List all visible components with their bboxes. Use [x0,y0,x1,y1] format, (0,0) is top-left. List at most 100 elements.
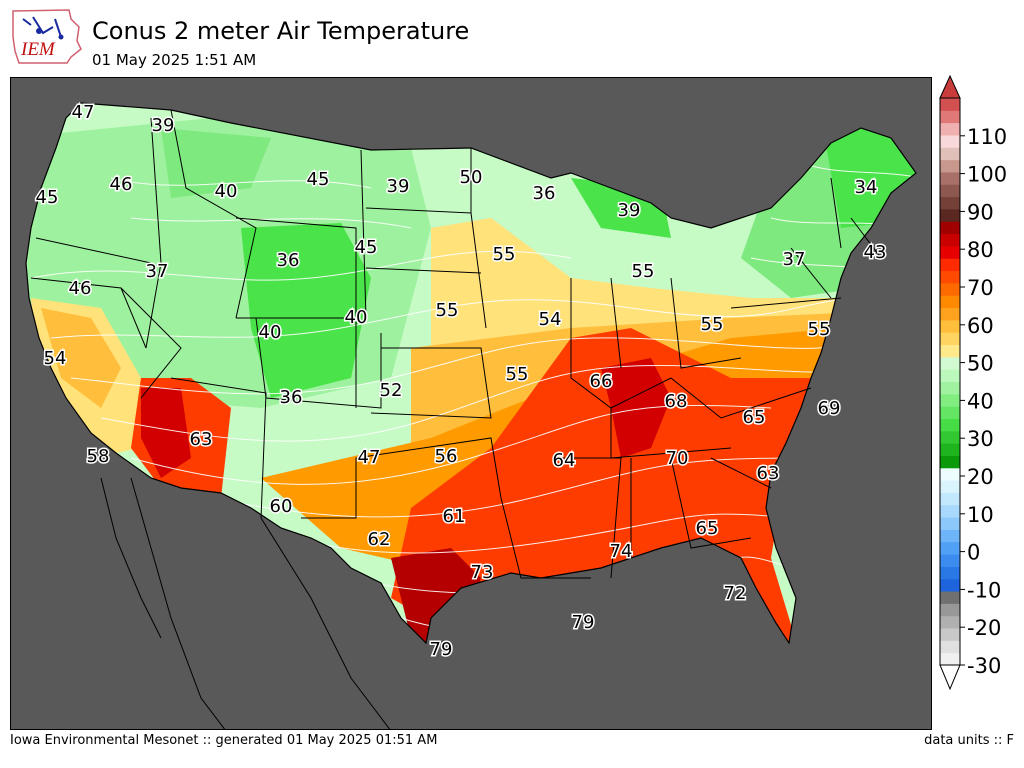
colorbar-band [940,184,960,198]
temperature-label: 79 [572,612,595,633]
footer-credit: Iowa Environmental Mesonet :: generated … [10,733,438,748]
colorbar-band [940,480,960,493]
chart-subtitle: 01 May 2025 1:51 AM [92,51,257,69]
colorbar-band [940,171,960,185]
colorbar-band [940,628,960,641]
colorbar-band [940,134,960,148]
temperature-labels: 47 39 45 46 40 45 39 50 36 39 34 36 45 55 55 37 43 46 37 55… [34,101,888,662]
colorbar-tick-label: 10 [967,503,994,527]
temperature-label: 61 [443,506,466,527]
colorbar-max-arrow [939,74,961,99]
temperature-label: 47 [72,102,95,123]
temperature-label: 40 [215,181,238,202]
colorbar-band [940,295,960,309]
colorbar-band [940,381,960,395]
temperature-label: 47 [358,447,381,468]
colorbar-tick-label: 40 [967,389,994,413]
temperature-label: 46 [69,278,92,299]
temperature-label: 65 [696,518,719,539]
temperature-map: 47 39 45 46 40 45 39 50 36 39 34 36 45 55 55 37 43 46 37 55… [10,77,932,730]
colorbar-tick-label: -20 [967,616,1001,640]
temperature-label: 45 [36,187,59,208]
colorbar-band [940,578,960,592]
colorbar: 110 100 90 80 70 60 50 40 30 20 10 0 -10 -20 -30 [932,70,1024,700]
colorbar-min-arrow [939,664,961,691]
colorbar-band [940,356,960,370]
temperature-label: 52 [380,380,403,401]
temperature-label: 39 [618,200,641,221]
temperature-label: 55 [808,319,831,340]
temperature-label: 54 [539,309,562,330]
colorbar-tick-label: 60 [967,314,994,338]
temperature-label: 55 [632,261,655,282]
colorbar-tick-label: -10 [967,578,1001,602]
colorbar-band [940,282,960,296]
temperature-label: 36 [277,250,300,271]
temperature-label: 68 [665,391,688,412]
colorbar-tick-label: 110 [967,125,1007,149]
colorbar-tick-label: 30 [967,427,994,451]
temperature-label: 40 [345,307,368,328]
temperature-label: 36 [280,387,303,408]
colorbar-band [940,344,960,358]
temperature-label: 63 [757,463,780,484]
colorbar-band [940,554,960,567]
colorbar-band [940,443,960,456]
temperature-label: 55 [701,314,724,335]
temperature-label: 46 [110,174,133,195]
temperature-label: 65 [743,407,766,428]
colorbar-band [940,110,960,124]
temperature-label: 37 [146,261,169,282]
chart-title: Conus 2 meter Air Temperature [92,17,470,45]
colorbar-band [940,640,960,654]
colorbar-band [940,98,960,111]
colorbar-tick-label: 50 [967,352,994,376]
temperature-label: 55 [493,244,516,265]
temperature-label: 66 [590,371,613,392]
temperature-label: 43 [864,242,887,263]
colorbar-tick-label: 70 [967,276,994,300]
temperature-label: 56 [435,446,458,467]
temperature-label: 34 [855,177,878,198]
colorbar-band [940,652,960,666]
temperature-label: 73 [471,562,494,583]
mexico-border [100,477,391,729]
map-canvas: 47 39 45 46 40 45 39 50 36 39 34 36 45 55 55 37 43 46 37 55… [25,101,917,729]
state-borders [30,109,882,579]
temperature-label: 69 [818,398,841,419]
colorbar-band [940,196,960,210]
colorbar-band [940,208,960,222]
colorbar-band [940,122,960,136]
colorbar-band [940,245,960,259]
temperature-label: 55 [436,300,459,321]
colorbar-tick-label: 20 [967,465,994,489]
temperature-label: 60 [270,496,293,517]
temperature-label: 39 [387,176,410,197]
temperature-label: 62 [368,529,391,550]
colorbar-band [940,233,960,247]
footer-units: data units :: F [924,733,1014,748]
temperature-label: 55 [506,364,529,385]
colorbar-band [940,504,960,518]
logo-text: IEM [20,39,56,60]
temperature-label: 45 [355,237,378,258]
colorbar-band [940,369,960,382]
colorbar-band [940,221,960,235]
temperature-label: 37 [783,249,806,270]
colorbar-band [940,517,960,530]
colorbar-band [940,147,960,161]
temperature-label: 54 [44,348,67,369]
colorbar-band [940,270,960,284]
temperature-label: 45 [307,169,330,190]
colorbar-band [940,258,960,272]
colorbar-band [940,603,960,617]
temperature-label: 58 [87,446,110,467]
colorbar-band [940,319,960,333]
colorbar-tick-label: 0 [967,541,980,565]
colorbar-band [940,455,960,469]
iem-logo: IEM [9,7,83,65]
colorbar-tick-label: -30 [967,654,1001,678]
colorbar-tick-label: 100 [967,163,1007,187]
colorbar-tick-label: 80 [967,238,994,262]
temperature-label: 70 [666,448,689,469]
